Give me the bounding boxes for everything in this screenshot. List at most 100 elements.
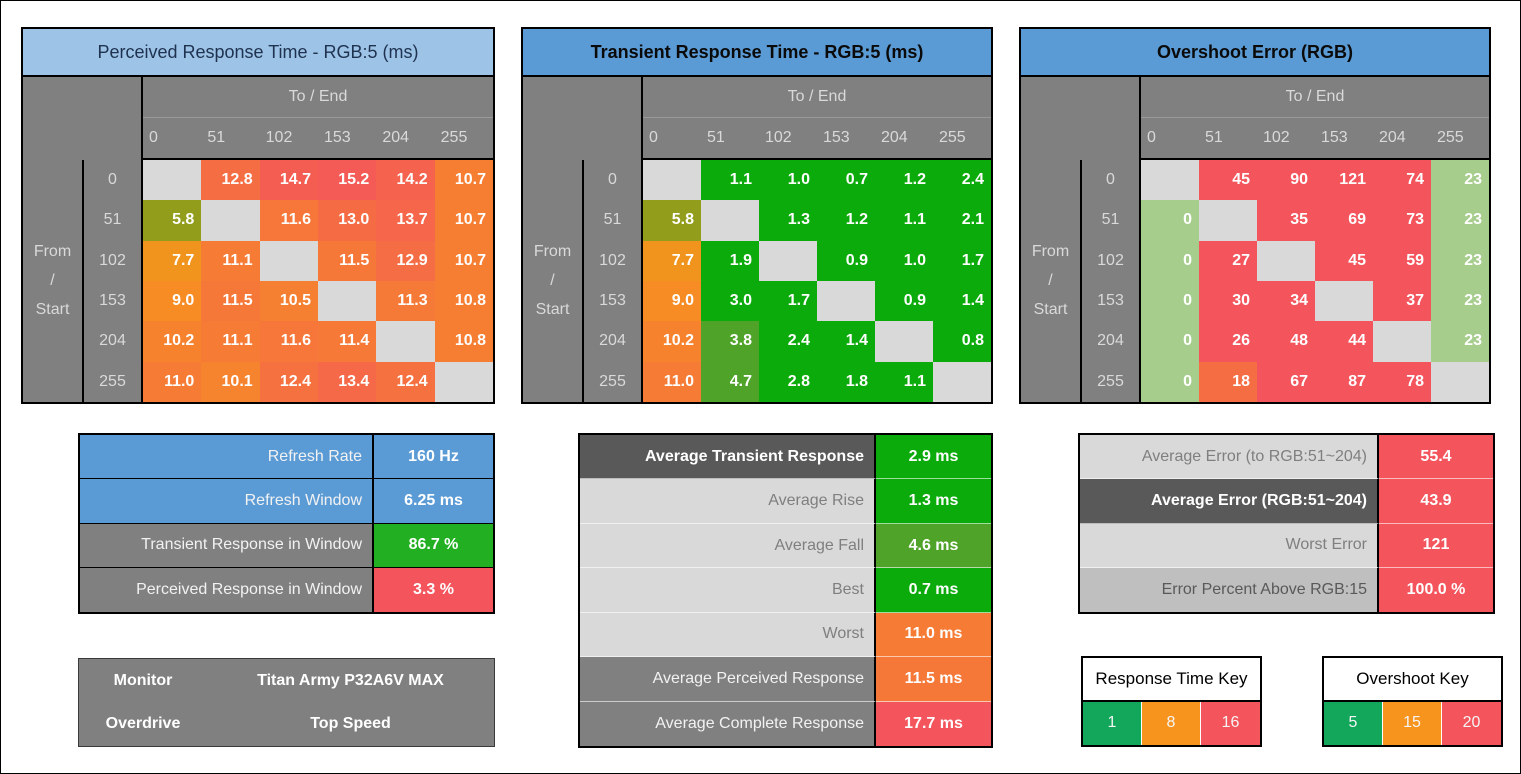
axis-label-line: / [550,272,555,290]
heatmap-cell [1431,361,1489,402]
heatmap-corner [523,77,643,160]
col-header: 0 [643,118,701,160]
heatmap-cell: 74 [1373,160,1431,201]
col-header: 102 [1257,118,1315,160]
heatmap-cell: 11.4 [317,321,377,362]
heatmap-cell: 9.0 [143,280,202,322]
summary-label: Average Perceived Response [580,657,876,702]
heatmap-table-transient-response: Transient Response Time - RGB:5 (ms) To … [521,27,993,404]
summary-label: Average Fall [580,523,876,569]
heatmap-cell: 37 [1373,280,1431,322]
row-header: 153 [1082,280,1141,322]
heatmap-cell: 0.9 [817,240,875,281]
heatmap-cell: 4.7 [701,361,759,402]
key-cell: 15 [1383,701,1442,745]
key-cell: 8 [1142,701,1201,745]
axis-label-line: From [533,243,572,261]
heatmap-cell: 10.7 [434,160,493,201]
summary-label: Refresh Window [80,479,374,524]
heatmap-cell: 11.5 [317,240,377,281]
heatmap-cell: 1.4 [933,280,991,322]
heatmap-cell: 1.1 [875,361,933,402]
key-cells: 1 8 16 [1083,701,1260,745]
col-header: 153 [317,118,377,160]
heatmap-cell: 7.7 [143,240,202,281]
summary-label: Worst [580,612,876,658]
heatmap-cell [933,361,991,402]
summary-label: Refresh Rate [80,435,374,480]
heatmap-cell: 12.8 [201,160,260,201]
monitor-info-table: Monitor Titan Army P32A6V MAX Overdrive Top… [78,658,495,747]
row-header: 102 [84,240,143,281]
heatmap-cell: 0.8 [933,321,991,362]
heatmap-cell [1141,160,1199,201]
row-header: 102 [1082,240,1141,281]
summary-value: 43.9 [1379,479,1493,524]
heatmap-cell: 2.4 [759,321,817,362]
heatmap-cell: 10.7 [434,240,493,281]
heatmap-cell: 121 [1315,160,1373,201]
heatmap-cell: 0 [1141,280,1199,322]
heatmap-cell: 23 [1431,321,1489,362]
key-title: Overshoot Key [1324,658,1501,702]
heatmap-cell: 1.0 [875,240,933,281]
heatmap-cell [201,200,260,241]
heatmap-cell: 11.1 [201,240,260,281]
summary-value: 11.5 ms [876,657,991,702]
col-header: 204 [1373,118,1431,160]
axis-label-to-end: To / End [643,77,991,118]
heatmap-cell: 1.8 [817,361,875,402]
row-header: 204 [84,321,143,362]
monitor-info-value: Top Speed [310,715,391,733]
col-header: 204 [376,118,435,160]
summary-label: Average Error (RGB:51~204) [1080,479,1379,524]
row-header: 153 [84,280,143,322]
heatmap-cell: 13.0 [317,200,377,241]
summary-label: Average Complete Response [580,701,876,746]
heatmap-cell: 45 [1315,240,1373,281]
summary-value: 4.6 ms [876,523,991,569]
heatmap-cell: 59 [1373,240,1431,281]
summary-value: 55.4 [1379,435,1493,480]
heatmap-cell [875,321,933,362]
heatmap-cell: 69 [1315,200,1373,241]
key-cell: 5 [1324,701,1383,745]
heatmap-cell: 1.0 [759,160,817,201]
summary-value: 86.7 % [374,523,493,568]
row-header: 51 [584,200,643,241]
heatmap-cell: 10.2 [143,321,202,362]
summary-label: Transient Response in Window [80,523,374,568]
heatmap-cell [701,200,759,241]
row-header: 102 [584,240,643,281]
heatmap-cell [1199,200,1257,241]
heatmap-cell: 3.8 [701,321,759,362]
heatmap-cell [434,361,493,402]
key-title: Response Time Key [1083,658,1260,702]
summary-label: Average Transient Response [580,435,876,480]
summary-table-response-averages: Average Transient Response 2.9 ms Average … [578,433,993,748]
heatmap-grid: To / End 0 51 102 153 204 255 From / Start 0 45 90 12… [1019,77,1491,404]
col-header: 153 [817,118,875,160]
heatmap-cell [1257,240,1315,281]
heatmap-cell: 13.7 [376,200,435,241]
summary-value: 2.9 ms [876,435,991,480]
col-header: 0 [143,118,202,160]
summary-value: 100.0 % [1379,567,1493,612]
heatmap-cell: 45 [1199,160,1257,201]
heatmap-cell: 2.4 [933,160,991,201]
key-cells: 5 15 20 [1324,701,1501,745]
monitor-info-label: Overdrive [105,715,181,733]
summary-value: 1.3 ms [876,479,991,524]
heatmap-cell: 12.9 [376,240,435,281]
heatmap-cell: 23 [1431,280,1489,322]
heatmap-cell: 18 [1199,361,1257,402]
heatmap-cell: 1.3 [759,200,817,241]
heatmap-cell: 0 [1141,200,1199,241]
heatmap-cell: 11.0 [143,361,202,402]
heatmap-cell: 10.2 [643,321,701,362]
row-header: 255 [1082,361,1141,402]
heatmap-cell [759,240,817,281]
heatmap-cell: 67 [1257,361,1315,402]
summary-value: 17.7 ms [876,701,991,746]
monitor-info-label: Monitor [113,671,173,689]
